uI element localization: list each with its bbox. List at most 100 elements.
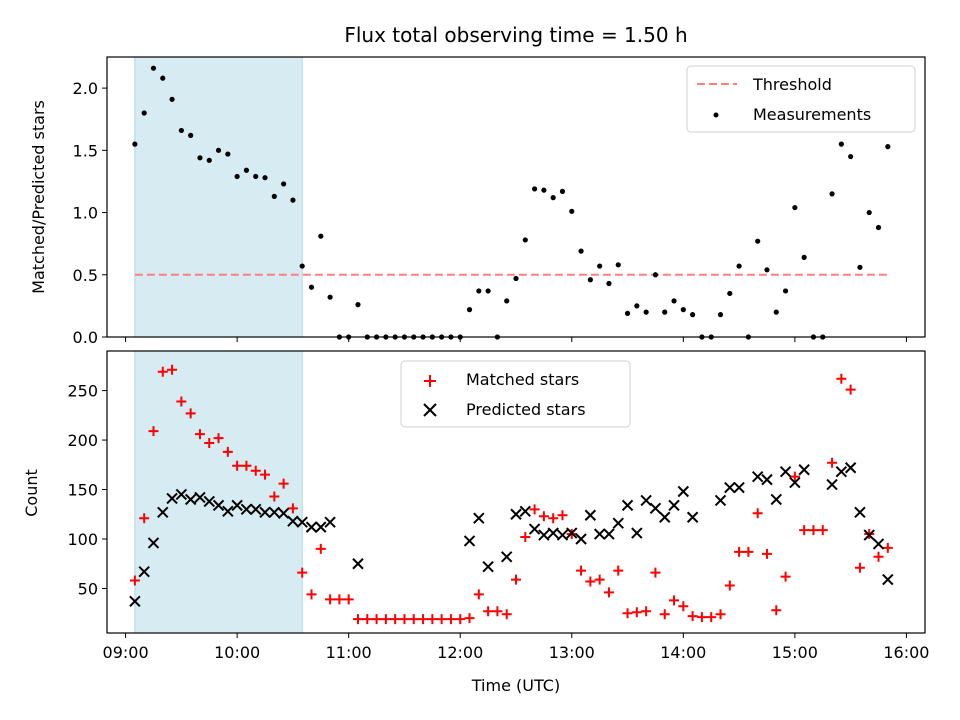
predicted-star-point bbox=[315, 521, 327, 533]
matched-star-point bbox=[232, 460, 243, 471]
y-tick-label: 1.0 bbox=[73, 204, 98, 223]
measurement-point bbox=[690, 312, 696, 318]
legend-predicted-label: Predicted stars bbox=[466, 400, 586, 419]
measurement-point bbox=[504, 298, 510, 304]
measurement-point bbox=[132, 141, 138, 147]
x-tick-label: 14:00 bbox=[660, 643, 706, 662]
matched-star-point bbox=[362, 614, 373, 625]
matched-star-point bbox=[445, 614, 456, 625]
measurement-point bbox=[197, 155, 203, 161]
predicted-star-point bbox=[538, 529, 550, 541]
predicted-star-point bbox=[872, 538, 885, 550]
matched-star-point bbox=[687, 611, 698, 622]
count-panel: 50 100 150 200 250 09:00 10:00 11:00 12:00 13:00… bbox=[22, 350, 929, 695]
predicted-star-point bbox=[724, 481, 736, 494]
predicted-star-point bbox=[473, 512, 485, 524]
matched-star-point bbox=[343, 594, 354, 605]
measurement-point bbox=[680, 307, 686, 313]
matched-star-point bbox=[669, 595, 680, 606]
measurement-point bbox=[243, 167, 250, 173]
predicted-star-point bbox=[556, 529, 569, 541]
shaded-interval bbox=[134, 350, 303, 634]
measurement-point bbox=[782, 288, 789, 294]
y-tick-label: 150 bbox=[67, 481, 98, 500]
matched-star-point bbox=[882, 542, 893, 553]
matched-star-point bbox=[306, 589, 317, 600]
matched-star-point bbox=[511, 574, 521, 585]
predicted-star-point bbox=[519, 505, 532, 518]
measurement-point bbox=[476, 288, 482, 294]
matched-star-point bbox=[650, 567, 661, 578]
predicted-star-point bbox=[268, 506, 281, 518]
measurement-point bbox=[755, 238, 761, 244]
measurement-point bbox=[764, 267, 770, 273]
matched-star-point bbox=[352, 614, 363, 625]
matched-star-point bbox=[641, 606, 652, 617]
predicted-star-point bbox=[194, 491, 206, 504]
predicted-star-point bbox=[129, 595, 141, 608]
matched-star-point bbox=[483, 606, 494, 617]
measurement-point bbox=[271, 193, 277, 199]
x-tick-label: 15:00 bbox=[772, 643, 818, 662]
matched-star-point bbox=[743, 546, 754, 557]
ratio-legend-box bbox=[686, 65, 916, 133]
count-legend: Matched stars Predicted stars bbox=[400, 360, 631, 428]
measurement-point bbox=[281, 181, 287, 187]
measurement-point bbox=[206, 157, 212, 163]
predicted-star-point bbox=[640, 494, 652, 507]
predicted-star-point bbox=[463, 535, 476, 547]
predicted-star-point bbox=[612, 517, 624, 529]
matched-star-point bbox=[603, 587, 614, 598]
measurement-point bbox=[327, 294, 333, 300]
predicted-star-point bbox=[566, 527, 578, 539]
matched-star-point bbox=[390, 614, 401, 625]
predicted-star-point bbox=[659, 511, 671, 523]
measurement-point bbox=[541, 187, 547, 193]
matched-star-point bbox=[473, 589, 484, 600]
measurement-point bbox=[792, 204, 798, 211]
predicted-star-point bbox=[528, 523, 541, 535]
predicted-star-point bbox=[761, 473, 773, 486]
matched-star-point bbox=[659, 609, 670, 620]
measurement-point bbox=[485, 288, 491, 294]
predicted-star-point bbox=[259, 506, 271, 518]
matched-star-point bbox=[250, 465, 261, 476]
matched-star-point bbox=[854, 562, 865, 573]
x-tick-label: 12:00 bbox=[437, 643, 483, 662]
matched-star-point bbox=[734, 546, 745, 557]
matched-star-point bbox=[297, 567, 308, 578]
count-axes-frame bbox=[106, 350, 926, 634]
y-tick-label: 100 bbox=[67, 530, 98, 549]
predicted-star-point bbox=[584, 509, 597, 521]
matched-star-point bbox=[761, 548, 772, 559]
measurement-point bbox=[150, 65, 157, 71]
measurement-point bbox=[262, 175, 268, 181]
measurement-point bbox=[466, 307, 473, 313]
x-tick-label: 11:00 bbox=[326, 643, 372, 662]
predicted-star-point bbox=[287, 515, 299, 527]
y-tick-label: 1.5 bbox=[73, 141, 98, 160]
matched-star-point bbox=[622, 608, 633, 619]
measurement-point bbox=[597, 263, 603, 269]
predicted-star-point bbox=[277, 507, 290, 519]
matched-star-point bbox=[706, 612, 717, 623]
legend-matched-label: Matched stars bbox=[466, 370, 579, 389]
predicted-star-point bbox=[184, 493, 197, 506]
matched-star-point bbox=[613, 565, 624, 576]
measurement-point bbox=[308, 284, 315, 290]
matched-star-point bbox=[139, 513, 150, 524]
measurement-point bbox=[215, 147, 222, 153]
matched-star-point bbox=[492, 606, 503, 617]
predicted-star-point bbox=[854, 506, 866, 518]
matched-star-point bbox=[752, 508, 763, 519]
y-tick-label: 250 bbox=[67, 382, 98, 401]
matched-star-point bbox=[557, 510, 568, 521]
measurement-point bbox=[838, 141, 844, 147]
measurement-point bbox=[866, 209, 872, 216]
measurement-point bbox=[773, 309, 779, 315]
predicted-star-point bbox=[240, 503, 253, 516]
predicted-star-point bbox=[547, 527, 559, 539]
matched-star-point bbox=[222, 446, 233, 457]
predicted-star-point bbox=[575, 533, 587, 545]
